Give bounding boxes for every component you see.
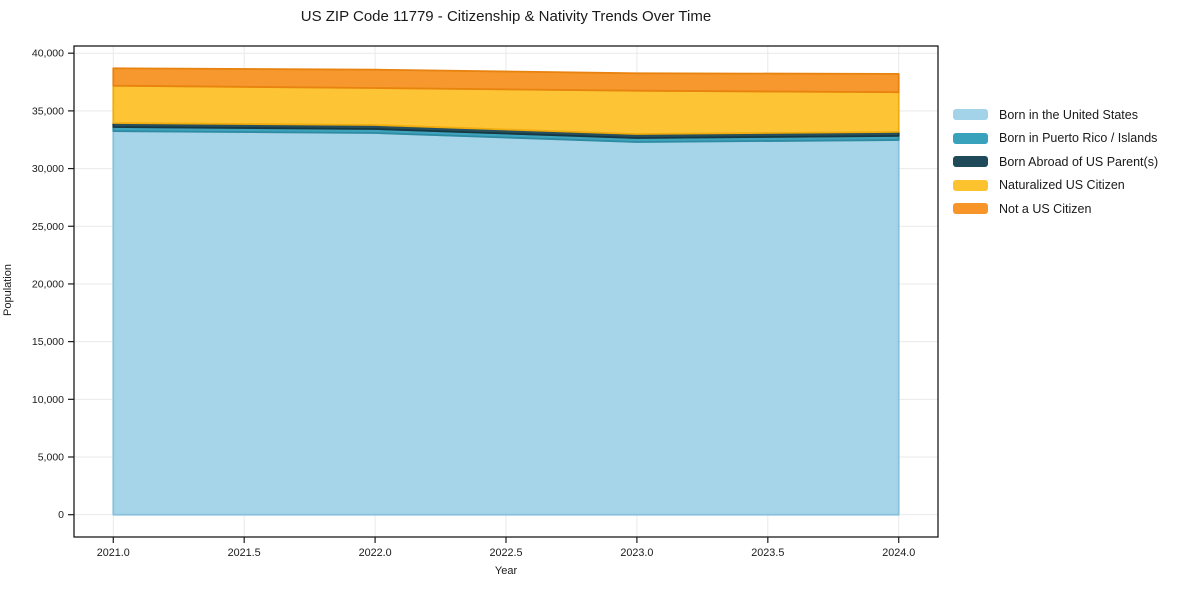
legend-item: Naturalized US Citizen <box>953 174 1158 198</box>
x-tick-label: 2024.0 <box>882 547 915 559</box>
legend-item: Born in Puerto Rico / Islands <box>953 127 1158 151</box>
x-tick-label: 2021.0 <box>97 547 130 559</box>
legend-swatch-icon <box>953 179 988 191</box>
chart-title: US ZIP Code 11779 - Citizenship & Nativi… <box>300 8 712 25</box>
y-tick-label: 20,000 <box>32 278 64 290</box>
y-tick-label: 25,000 <box>32 221 64 233</box>
legend: Born in the United States Born in Puerto … <box>953 103 1158 221</box>
legend-item: Not a US Citizen <box>953 197 1158 221</box>
legend-label: Born Abroad of US Parent(s) <box>999 154 1159 169</box>
legend-swatch-icon <box>953 203 988 215</box>
x-axis-title: Year <box>494 565 518 577</box>
x-tick-label: 2023.0 <box>620 547 653 559</box>
area-born-in-the-united-states <box>112 130 900 516</box>
legend-label: Born in the United States <box>999 107 1138 122</box>
x-tick-label: 2023.5 <box>751 547 784 559</box>
y-tick-label: 0 <box>58 509 64 521</box>
area-not-a-us-citizen <box>112 67 900 94</box>
y-tick-label: 10,000 <box>32 394 64 406</box>
x-tick-label: 2021.5 <box>228 547 261 559</box>
y-tick-label: 30,000 <box>32 163 64 175</box>
legend-swatch-icon <box>953 132 988 144</box>
x-tick-label: 2022.5 <box>489 547 522 559</box>
legend-item: Born in the United States <box>953 103 1158 127</box>
x-tick-label: 2022.0 <box>359 547 392 559</box>
legend-item: Born Abroad of US Parent(s) <box>953 150 1158 174</box>
y-axis-title: Population <box>2 264 14 316</box>
legend-label: Not a US Citizen <box>999 201 1092 216</box>
y-tick-label: 40,000 <box>32 48 64 60</box>
legend-swatch-icon <box>953 156 988 168</box>
legend-label: Naturalized US Citizen <box>999 178 1125 193</box>
y-tick-label: 35,000 <box>32 105 64 117</box>
legend-swatch-icon <box>953 109 988 121</box>
y-tick-label: 5,000 <box>38 452 64 464</box>
legend-label: Born in Puerto Rico / Islands <box>999 131 1158 146</box>
y-tick-label: 15,000 <box>32 336 64 348</box>
